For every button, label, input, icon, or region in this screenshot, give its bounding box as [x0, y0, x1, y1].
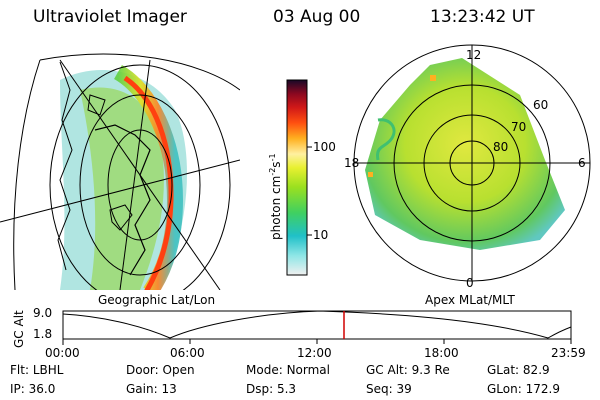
altitude-xtick-0600: 06:00: [170, 346, 205, 360]
geographic-image: [0, 53, 240, 290]
altitude-ytick-bottom: 1.8: [33, 327, 53, 341]
lat-label-60: 60: [533, 98, 549, 112]
altitude-xtick-2359: 23:59: [551, 346, 586, 360]
altitude-xtick-1200: 12:00: [297, 346, 332, 360]
footer-dsp: Dsp: 5.3: [246, 382, 297, 396]
mlt-label-18: 18: [344, 156, 360, 170]
footer-seq: Seq: 39: [366, 382, 412, 396]
altitude-xtick-1800: 18:00: [424, 346, 459, 360]
lat-label-70: 70: [511, 120, 527, 134]
altitude-ylabel: GC Alt: [12, 310, 26, 348]
mlt-label-12: 12: [466, 48, 482, 62]
colorbar: [286, 79, 312, 276]
footer-glon: GLon: 172.9: [487, 382, 560, 396]
polar-image: [353, 44, 591, 282]
footer-ip: IP: 36.0: [10, 382, 56, 396]
footer-gain: Gain: 13: [126, 382, 177, 396]
left-panel-label: Geographic Lat/Lon: [98, 293, 216, 307]
footer-door: Door: Open: [126, 363, 195, 377]
instrument-title: Ultraviolet Imager: [33, 7, 187, 27]
image-date: 03 Aug 00: [273, 7, 361, 27]
footer-mode: Mode: Normal: [246, 363, 330, 377]
footer-flt: Flt: LBHL: [10, 363, 64, 377]
altitude-plot: [62, 310, 572, 345]
colorbar-tick-100: 100: [313, 140, 336, 154]
colorbar-tick-10: 10: [313, 228, 329, 242]
colorbar-unit-label: photon cm-2s-1: [268, 153, 283, 240]
footer-glat: GLat: 82.9: [487, 363, 550, 377]
mlt-label-0: 0: [466, 276, 474, 290]
altitude-xtick-0000: 00:00: [45, 346, 80, 360]
lat-label-80: 80: [493, 140, 509, 154]
altitude-ytick-top: 9.0: [33, 306, 53, 320]
right-panel-label: Apex MLat/MLT: [425, 293, 515, 307]
footer-gc-alt: GC Alt: 9.3 Re: [366, 363, 450, 377]
image-time: 13:23:42 UT: [430, 7, 535, 27]
mlt-label-6: 6: [578, 156, 586, 170]
